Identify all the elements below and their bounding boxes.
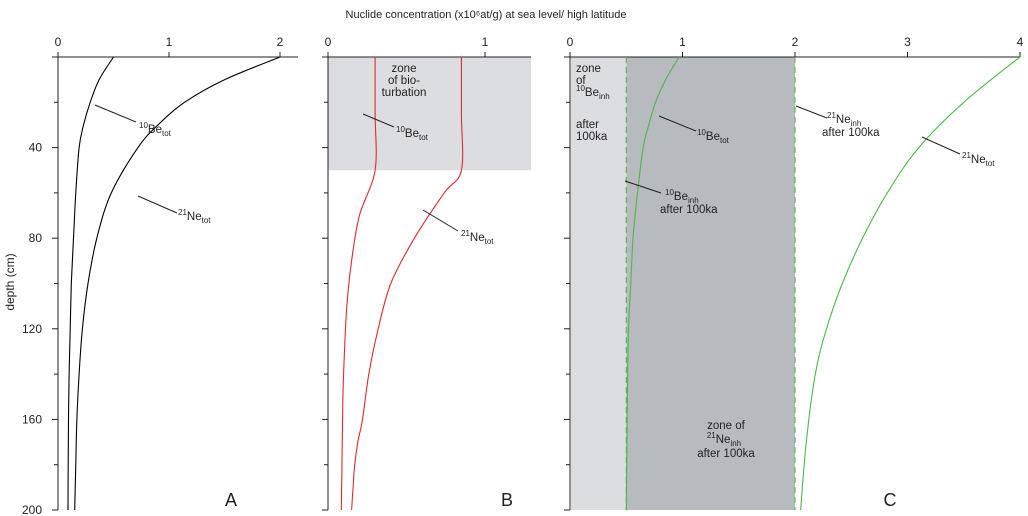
leader-c-ne-inh	[795, 105, 828, 119]
y-tick-label: 40	[29, 141, 43, 155]
x-tick-label-a: 1	[166, 35, 173, 49]
x-tick-label-c: 1	[679, 35, 686, 49]
series-line-c-0	[625, 56, 680, 511]
y-tick-label: 200	[22, 503, 42, 516]
label-c-be-tot: 10Betot	[697, 128, 730, 145]
figure-title: Nuclide concentration (x10⁶at/g) at sea …	[346, 9, 627, 21]
y-tick-label: 80	[29, 231, 43, 245]
label-b-zone-2: of bio-	[388, 75, 420, 87]
x-tick-label-b: 1	[482, 35, 489, 49]
label-b-be: 10Betot	[396, 125, 429, 142]
bioturbation-zone	[328, 57, 531, 171]
label-b-zone-3: turbation	[382, 87, 427, 99]
series-layer	[67, 56, 1021, 511]
leader-c-ne-tot	[921, 136, 961, 155]
label-c-zone-ne-3: after 100ka	[697, 448, 755, 460]
leader-b-ne	[422, 209, 459, 232]
label-c-be-inh: 10Beinh	[665, 188, 699, 205]
label-c-ne-inh-after: after 100ka	[822, 127, 880, 139]
panel-letter-a: A	[225, 490, 237, 510]
x-tick-label-a: 2	[277, 35, 284, 49]
x-tick-label-b: 0	[325, 35, 332, 49]
label-c-ne-tot: 21Netot	[962, 151, 995, 168]
series-line-a-1	[74, 56, 281, 511]
series-line-b-1	[351, 57, 464, 511]
leader-c-be-tot	[658, 115, 697, 132]
label-c-zone-be-2: of	[576, 75, 586, 87]
x-tick-label-c: 3	[904, 35, 911, 49]
leader-b-be	[362, 113, 395, 128]
label-b-zone-1: zone	[392, 63, 417, 75]
panel-letter-c: C	[884, 490, 897, 510]
label-c-zone-be-3: 10Beinh	[576, 84, 610, 101]
x-tick-label-c: 2	[792, 35, 799, 49]
series-line-a-0	[67, 56, 114, 511]
leader-c-be-inh	[624, 180, 662, 194]
x-tick-label-a: 0	[55, 35, 62, 49]
y-tick-label: 160	[22, 412, 42, 426]
label-c-zone-be-4: after	[576, 119, 599, 131]
x-tick-label-c: 0	[567, 35, 574, 49]
x-tick-label-c: 4	[1017, 35, 1024, 49]
label-c-zone-be-5: 100ka	[576, 131, 608, 143]
leader-a-be	[94, 104, 137, 123]
label-c-zone-be-1: zone	[576, 63, 601, 75]
label-c-zone-ne-1: zone of	[707, 420, 746, 432]
leader-a-ne	[137, 195, 178, 214]
y-tick-label: 120	[22, 322, 42, 336]
inherited-be-zone	[571, 57, 627, 510]
panel-letter-b: B	[501, 490, 513, 510]
label-b-ne: 21Netot	[461, 229, 494, 246]
label-a-ne: 21Netot	[178, 208, 211, 225]
label-c-be-inh-after: after 100ka	[660, 204, 718, 216]
y-axis-label: depth (cm)	[3, 253, 17, 310]
series-line-c-1	[800, 56, 1021, 511]
series-line-b-0	[340, 57, 377, 511]
label-a-be: 10Betot	[139, 121, 172, 138]
label-c-ne-inh: 21Neinh	[827, 111, 861, 128]
label-c-zone-ne-2: 21Neinh	[707, 431, 741, 448]
inherited-ne-zone	[626, 57, 795, 510]
